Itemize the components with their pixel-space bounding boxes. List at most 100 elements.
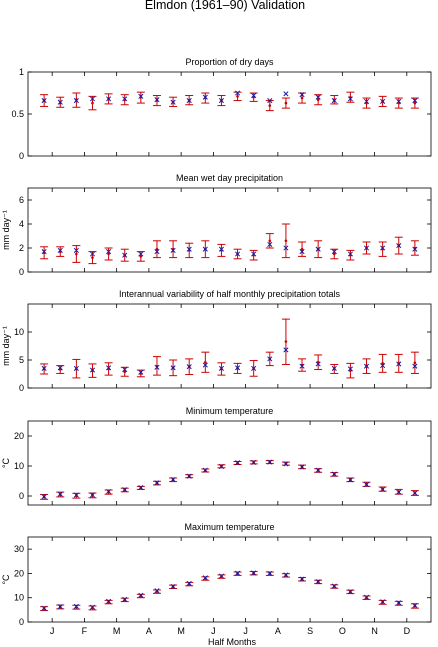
model-point xyxy=(396,98,402,104)
model-point xyxy=(380,98,386,104)
model-point xyxy=(380,245,386,251)
month-label: J xyxy=(50,626,55,636)
model-point xyxy=(235,90,241,96)
model-point xyxy=(251,365,257,371)
model-point xyxy=(138,251,144,257)
y-axis-label: mm day⁻¹ xyxy=(1,326,11,366)
model-point xyxy=(57,604,63,610)
model-point xyxy=(315,361,321,367)
y-tick-label: 0.5 xyxy=(11,109,24,119)
panel-title: Mean wet day precipitation xyxy=(176,173,283,183)
panel-2: Mean wet day precipitation mm day⁻¹ 0 2 4 6 xyxy=(1,173,432,277)
model-point xyxy=(57,99,63,105)
model-point xyxy=(186,246,192,252)
model-point xyxy=(170,99,176,105)
y-tick-label: 30 xyxy=(14,544,24,554)
model-point xyxy=(138,592,144,598)
observed-point xyxy=(107,252,110,256)
model-point xyxy=(283,347,289,353)
model-point xyxy=(363,245,370,251)
model-point xyxy=(202,362,208,368)
model-point xyxy=(267,241,273,247)
model-point xyxy=(396,361,402,367)
model-point xyxy=(235,570,241,576)
y-tick-label: 0 xyxy=(19,151,24,161)
model-point xyxy=(41,249,47,255)
observed-point xyxy=(139,255,143,258)
model-point xyxy=(122,96,128,102)
model-point xyxy=(186,473,192,479)
model-point xyxy=(347,589,353,595)
model-point xyxy=(57,491,63,497)
observed-point xyxy=(268,239,272,243)
model-point xyxy=(396,243,402,249)
model-point xyxy=(299,92,305,98)
observed-point xyxy=(91,256,94,259)
model-point xyxy=(154,249,160,255)
model-point xyxy=(283,245,289,251)
model-point xyxy=(347,96,353,102)
model-point xyxy=(138,485,144,491)
observed-point xyxy=(284,101,288,105)
model-point xyxy=(331,98,337,104)
model-point xyxy=(89,367,96,373)
model-point xyxy=(412,246,418,252)
model-point xyxy=(396,489,402,495)
model-point xyxy=(267,98,273,104)
observed-point xyxy=(413,361,417,365)
model-point xyxy=(283,461,289,467)
model-point xyxy=(363,363,370,369)
model-point xyxy=(138,369,144,375)
panel-1: Proportion of dry days 0 0.5 1 xyxy=(11,57,432,161)
model-point xyxy=(106,96,112,102)
observed-point xyxy=(381,362,384,365)
model-point xyxy=(396,600,402,606)
model-point xyxy=(235,251,241,257)
y-axis-label: °C xyxy=(1,574,11,585)
model-point xyxy=(380,363,386,369)
model-point xyxy=(299,249,305,255)
model-point xyxy=(89,251,96,257)
model-point xyxy=(186,580,192,586)
model-point xyxy=(154,364,160,370)
observed-point xyxy=(300,96,304,100)
model-point xyxy=(299,576,305,582)
model-point xyxy=(315,579,321,585)
panel-4: Minimum temperature °C 0 10 20 xyxy=(1,406,432,506)
model-point xyxy=(218,573,224,579)
y-tick-label: 20 xyxy=(14,431,24,441)
model-point xyxy=(331,249,337,255)
panel-frame xyxy=(27,536,432,623)
model-point xyxy=(267,570,273,576)
model-point xyxy=(106,598,112,604)
observed-point xyxy=(236,95,239,98)
y-tick-label: 20 xyxy=(14,568,24,578)
model-point xyxy=(267,356,273,362)
model-point xyxy=(154,97,160,103)
model-point xyxy=(186,364,192,370)
model-point xyxy=(154,480,160,486)
model-point xyxy=(122,596,128,602)
model-point xyxy=(347,477,353,483)
month-label: A xyxy=(146,626,152,636)
y-axis-label: °C xyxy=(1,457,11,468)
model-point xyxy=(202,575,208,581)
y-tick-label: 0 xyxy=(19,617,24,627)
month-label: M xyxy=(113,626,121,636)
y-tick-label: 2 xyxy=(19,243,24,253)
model-point xyxy=(41,605,47,611)
month-label: D xyxy=(404,626,411,636)
month-label: S xyxy=(307,626,313,636)
model-point xyxy=(347,366,353,372)
model-point xyxy=(251,570,257,576)
y-tick-label: 0 xyxy=(19,383,24,393)
model-point xyxy=(202,94,208,100)
month-label: M xyxy=(177,626,185,636)
y-tick-label: 0 xyxy=(19,491,24,501)
model-point xyxy=(251,459,257,465)
model-point xyxy=(57,247,63,253)
model-point xyxy=(363,98,370,104)
model-point xyxy=(315,467,321,473)
model-point xyxy=(122,366,128,373)
model-point xyxy=(283,572,289,578)
